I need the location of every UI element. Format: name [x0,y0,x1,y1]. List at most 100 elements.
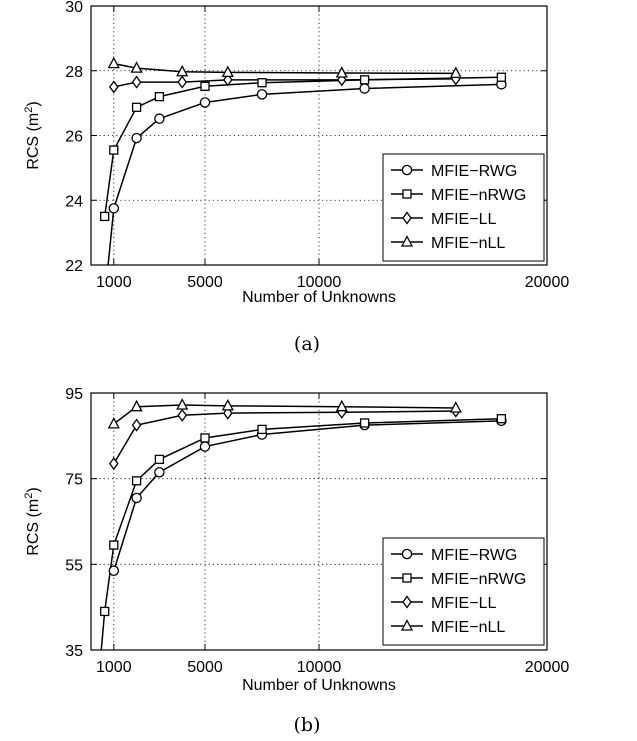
y-tick-label: 28 [65,64,83,81]
data-point-triangle [176,398,189,410]
data-point-square [496,72,507,82]
y-axis-label: RCS (m2) [23,487,42,555]
data-point-triangle [130,399,143,412]
series-line-diamond [113,78,456,88]
legend-marker-diamond [402,595,412,609]
series-line-diamond [113,410,456,465]
data-point-diamond [222,73,233,87]
data-point-square [257,424,267,435]
series-line-triangle [113,62,456,75]
data-point-triangle [221,398,234,411]
x-tick-label: 20000 [525,659,570,676]
figure-caption: (a) [294,333,320,355]
series-group [100,398,507,650]
series-line-extension [107,208,115,265]
data-point-diamond [108,80,119,94]
data-point-square [200,433,210,443]
legend-marker-diamond [402,211,412,225]
y-axis-label-close: ) [25,487,42,492]
legend-marker-square [402,573,412,583]
legend-label: MFIE−nLL [431,619,505,636]
chart-a: 1000 5000 10000 20000 22 24 26 28 30 Number of Un… [23,0,569,355]
y-tick-label: 95 [65,386,83,403]
y-tick-label: 24 [65,193,83,210]
x-tick-label: 10000 [297,659,342,676]
data-point-circle [359,83,370,94]
y-tick-label: 22 [65,258,83,275]
x-tick-label: 1000 [96,659,132,676]
data-point-diamond [177,408,188,422]
y-axis-label-sup: 2 [23,107,35,113]
data-point-square [359,75,370,85]
y-tick-label: 26 [65,129,83,146]
data-point-triangle [449,401,462,413]
data-point-diamond [131,75,142,89]
data-point-triangle [107,416,120,429]
data-point-square [109,540,119,550]
y-axis-label-main: RCS (m [25,499,42,556]
data-point-circle [199,97,211,108]
x-tick-label: 5000 [187,274,223,291]
data-point-triangle [449,66,462,78]
x-axis-label: Number of Unknowns [242,677,396,694]
legend-label: MFIE−LL [431,211,496,228]
data-point-triangle [107,56,120,69]
legend-marker-circle [401,548,413,560]
data-point-circle [108,203,120,214]
data-point-triangle [176,64,189,77]
y-axis-label-main: RCS (m [25,113,42,170]
data-point-circle [199,441,211,452]
data-point-diamond [131,418,142,432]
data-point-circle [108,565,120,577]
data-point-circle [131,492,142,504]
figure-caption: (b) [294,714,321,736]
y-tick-label: 75 [65,472,83,489]
y-axis-label-close: ) [25,101,42,106]
legend-label: MFIE−RWG [431,547,517,564]
legend-label: MFIE−nRWG [431,187,526,204]
y-tick-label: 30 [65,0,83,16]
data-point-square [109,145,119,155]
data-point-square [154,92,165,102]
data-point-circle [154,113,165,124]
y-tick-label: 35 [65,643,83,660]
legend: MFIE−RWG MFIE−nRWG MFIE−LL MFIE−nLL [382,537,545,646]
data-point-triangle [335,399,348,412]
chart-b: 1000 5000 10000 20000 35 55 75 95 Number of Unkn… [23,386,569,736]
data-point-circle [154,466,165,478]
series-line-extension [100,611,106,650]
legend-label: MFIE−RWG [431,163,517,180]
data-point-circle [256,89,268,100]
x-axis-label: Number of Unknowns [242,289,396,306]
data-point-diamond [177,75,188,89]
series-group [100,56,507,265]
x-tick-label: 5000 [187,659,223,676]
data-point-diamond [108,457,119,471]
legend-marker-circle [401,164,413,176]
data-point-square [496,414,507,424]
x-tick-label: 1000 [96,274,132,291]
data-point-circle [131,132,142,144]
y-tick-label: 55 [65,557,83,574]
data-point-square [359,418,370,428]
series-line-square [103,417,502,612]
legend-label: MFIE−nLL [431,235,505,252]
y-axis-label: RCS (m2) [23,101,42,169]
data-point-triangle [130,61,143,73]
legend: MFIE−RWG MFIE−nRWG MFIE−LL MFIE−nLL [382,153,545,262]
x-tick-label: 10000 [297,274,342,291]
y-axis-label-sup: 2 [23,493,35,499]
legend-label: MFIE−LL [431,595,496,612]
data-point-square [100,211,110,222]
data-point-triangle [221,65,234,78]
data-point-square [131,476,142,486]
data-point-square [100,606,110,617]
data-point-square [200,81,210,91]
legend-marker-triangle [400,235,414,247]
legend-marker-triangle [400,619,414,631]
legend-label: MFIE−nRWG [431,571,526,588]
data-point-square [154,454,165,465]
data-point-square [131,102,142,112]
data-point-square [257,78,267,88]
